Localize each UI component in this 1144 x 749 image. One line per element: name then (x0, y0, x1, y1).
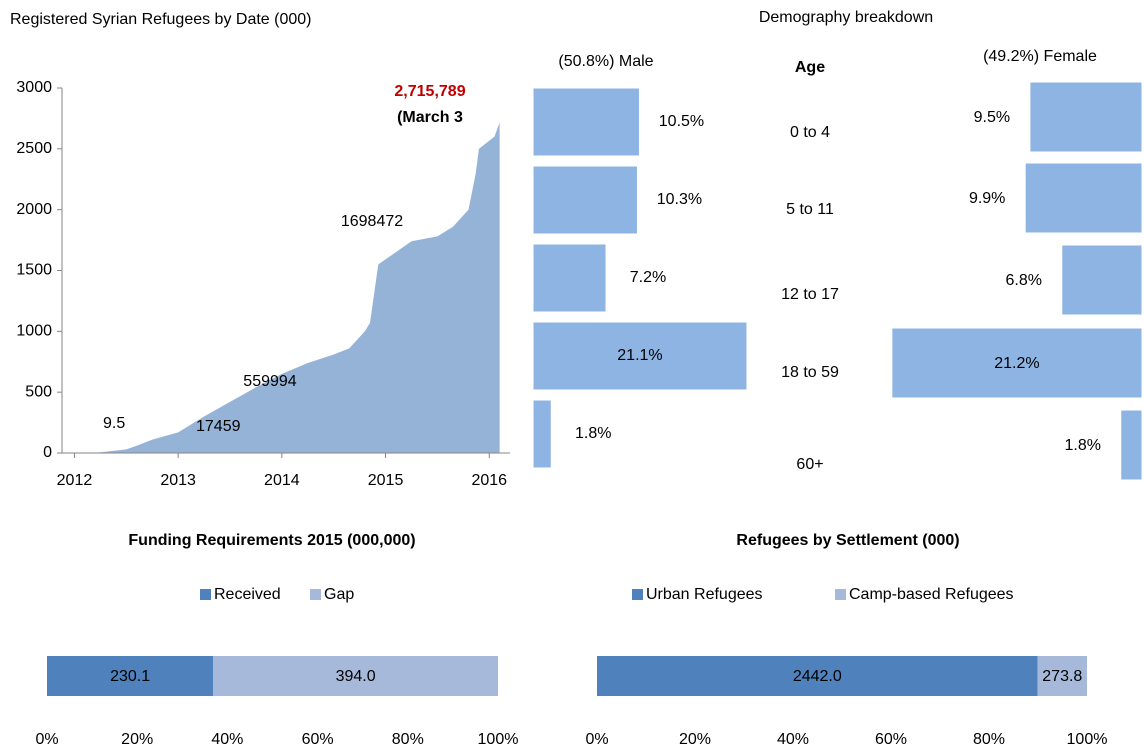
x-tick-label: 60% (302, 731, 334, 748)
x-tick-label: 2012 (57, 472, 93, 489)
value-label: 9.9% (969, 190, 1005, 207)
category-label: 60+ (796, 456, 823, 473)
x-tick-label: 80% (392, 731, 424, 748)
category-label: 0 to 4 (790, 124, 830, 141)
bar (47, 656, 214, 696)
x-tick-label: 40% (777, 731, 809, 748)
bar (1037, 656, 1087, 696)
bar (1061, 244, 1143, 316)
x-tick-label: 2014 (264, 472, 300, 489)
series-label: (50.8%) Male (558, 53, 653, 70)
legend-label: Gap (324, 586, 354, 603)
bar (1024, 162, 1143, 234)
chart-title: Funding Requirements 2015 (000,000) (128, 532, 415, 549)
x-tick-label: 0% (585, 731, 608, 748)
bar (213, 656, 498, 696)
bar (891, 327, 1143, 399)
value-label: 6.8% (1006, 272, 1042, 289)
annotation: 1698472 (341, 213, 403, 230)
value-label: 10.3% (657, 191, 702, 208)
bar (1029, 81, 1143, 153)
annotation: 2,715,789 (394, 83, 465, 100)
x-tick-label: 2013 (160, 472, 196, 489)
category-label: 18 to 59 (781, 364, 839, 381)
value-label: 21.2% (994, 355, 1039, 372)
chart-title: Refugees by Settlement (000) (736, 532, 959, 549)
x-tick-label: 80% (973, 731, 1005, 748)
bar (532, 243, 607, 313)
chart-title: Demography breakdown (759, 9, 933, 26)
legend-label: Received (214, 586, 281, 603)
bar (532, 87, 640, 157)
x-tick-label: 0% (35, 731, 58, 748)
y-tick-label: 2000 (16, 201, 52, 218)
legend-swatch (200, 589, 211, 600)
bar (1120, 409, 1143, 481)
bar (532, 399, 552, 469)
legend-label: Camp-based Refugees (849, 586, 1014, 603)
bar (597, 656, 1038, 696)
bar (532, 165, 638, 235)
legend-swatch (632, 589, 643, 600)
x-tick-label: 100% (478, 731, 519, 748)
annotation: 17459 (196, 418, 241, 435)
value-label: 394.0 (336, 668, 376, 685)
value-label: 273.8 (1042, 668, 1082, 685)
y-tick-label: 0 (43, 444, 52, 461)
y-tick-label: 500 (25, 383, 52, 400)
x-tick-label: 20% (679, 731, 711, 748)
y-tick-label: 3000 (16, 79, 52, 96)
bar (532, 321, 748, 391)
series-label: (49.2%) Female (983, 48, 1097, 65)
legend-swatch (310, 589, 321, 600)
value-label: 1.8% (575, 425, 611, 442)
x-tick-label: 60% (875, 731, 907, 748)
value-label: 7.2% (630, 269, 666, 286)
x-tick-label: 100% (1067, 731, 1108, 748)
y-tick-label: 2500 (16, 140, 52, 157)
legend-label: Urban Refugees (646, 586, 763, 603)
value-label: 10.5% (659, 113, 704, 130)
y-tick-label: 1500 (16, 262, 52, 279)
annotation: 559994 (243, 373, 296, 390)
annotation: 9.5 (103, 415, 125, 432)
value-label: 1.8% (1065, 437, 1101, 454)
annotation: (March 3 (397, 109, 463, 126)
x-tick-label: 40% (211, 731, 243, 748)
x-tick-label: 2015 (368, 472, 404, 489)
category-label: 5 to 11 (786, 201, 834, 218)
axis-title: Age (795, 59, 825, 76)
chart-title: Registered Syrian Refugees by Date (000) (10, 11, 312, 28)
x-tick-label: 20% (121, 731, 153, 748)
value-label: 230.1 (110, 668, 150, 685)
y-tick-label: 1000 (16, 323, 52, 340)
area (64, 122, 500, 453)
value-label: 21.1% (617, 347, 662, 364)
category-label: 12 to 17 (781, 286, 839, 303)
x-tick-label: 2016 (471, 472, 507, 489)
value-label: 2442.0 (793, 668, 842, 685)
legend-swatch (835, 589, 846, 600)
value-label: 9.5% (974, 109, 1010, 126)
